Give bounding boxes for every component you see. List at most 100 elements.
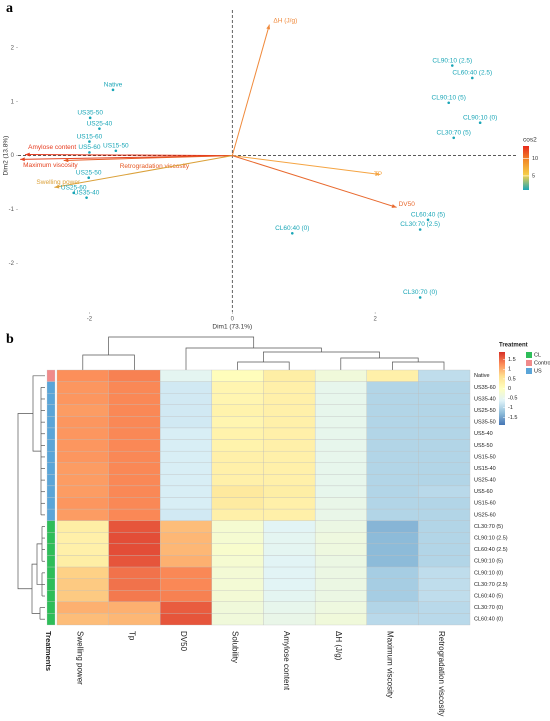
heatmap-cell [160,462,213,475]
loading-arrow [54,155,233,188]
heatmap-cell [314,381,367,394]
treatment-annotation [46,555,56,568]
heatmap-cell [263,578,316,591]
heatmap-cell [211,381,264,394]
legend-swatch [526,352,532,358]
row-dendrogram [17,375,45,620]
score-point [418,228,422,231]
score-label: CL60:40 (5) [411,212,445,219]
heatmap-cell [160,485,213,498]
x-tick-label: 0 [231,317,235,323]
heatmap-cell [160,404,213,417]
heatmap-cell [56,543,109,556]
heatmap-cell [366,613,419,626]
heatmap-cell [108,543,161,556]
heatmap-cell [160,381,213,394]
score-point [450,64,454,67]
treatment-annotation [46,508,56,521]
panel-label: a [6,1,13,16]
heatmap-cell [418,532,471,545]
heatmap-cell [160,497,213,510]
heatmap-cell [314,393,367,405]
heatmap-cell [211,404,264,417]
heatmap-cell [108,532,161,545]
score-label: US25-40 [87,120,113,127]
heatmap-cell [314,578,367,591]
heatmap-cell [108,393,161,405]
row-label: US15-60 [474,501,496,507]
heatmap-cell [418,381,471,394]
heatmap-cell [263,369,316,382]
heatmap-cell [160,555,213,568]
heatmap-cell [314,497,367,510]
heatmap-cell [56,601,109,614]
heatmap-cell [314,485,367,498]
heatmap-cell [418,566,471,579]
colorbar [499,352,505,425]
row-label: US15-40 [474,466,496,472]
dendrogram-branch [36,543,42,585]
y-tick-label: 2 [11,45,15,51]
heatmap-cell [108,566,161,579]
column-label: Retrogradation viscosity [437,631,446,716]
score-label: CL90:10 (5) [432,94,466,101]
heatmap-cell [211,555,264,568]
heatmap-cell [160,393,213,405]
heatmap-cell [160,474,213,487]
treatment-annotation [46,485,56,498]
score-label: US25-50 [76,169,102,176]
heatmap-cell [314,474,367,487]
heatmap-cell [56,485,109,498]
heatmap-cell [108,578,161,591]
heatmap-cell [56,369,109,382]
heatmap-cell [108,520,161,533]
heatmap-cell [160,532,213,545]
heatmap-cell [56,404,109,417]
heatmap-cell [418,439,471,452]
colorbar-tick-label: 0 [508,386,511,392]
heatmap-cell [366,369,419,382]
x-tick-label: -2 [87,317,93,323]
score-point [447,101,451,105]
heatmap-cell [108,555,161,568]
row-label: US5-40 [474,431,493,437]
heatmap-cell [314,439,367,452]
arrow-head [391,204,397,208]
heatmap-cell [418,601,471,614]
annotation-label: Treatments [44,631,53,671]
score-label: CL30:70 (0) [403,289,437,296]
heatmap-cell [108,590,161,602]
heatmap-cell [263,601,316,614]
treatment-annotation [46,381,56,394]
row-label: US35-50 [474,420,496,426]
loading-label: Maximum viscosity [23,162,78,169]
y-tick-label: -2 [9,261,15,267]
heatmap-cell [211,578,264,591]
treatment-annotation [46,578,56,591]
heatmap-cell [56,381,109,394]
row-label: CL60:40 (2.5) [474,547,508,553]
heatmap-cell [366,485,419,498]
treatment-annotation [46,520,56,533]
row-label: CL30:70 (0) [474,605,503,611]
heatmap-cell [108,427,161,440]
treatment-annotation [46,369,56,382]
heatmap-cell [160,613,213,626]
arrow-head [20,157,25,162]
colorbar-tick-label: -0.5 [508,396,517,402]
heatmap-cell [366,566,419,579]
score-point [88,140,91,143]
score-point [418,296,422,299]
score-label: CL90:10 (0) [463,114,497,121]
heatmap-cell [263,566,316,579]
heatmap-cell [263,381,316,394]
dendrogram-branch [17,413,33,590]
row-label: CL90:10 (5) [474,559,503,565]
heatmap-cell [314,427,367,440]
heatmap-cell [366,555,419,568]
treatment-annotation [46,404,56,417]
heatmap-cell [263,543,316,556]
row-label: CL90:10 (2.5) [474,536,508,542]
row-label: US5-50 [474,443,493,449]
